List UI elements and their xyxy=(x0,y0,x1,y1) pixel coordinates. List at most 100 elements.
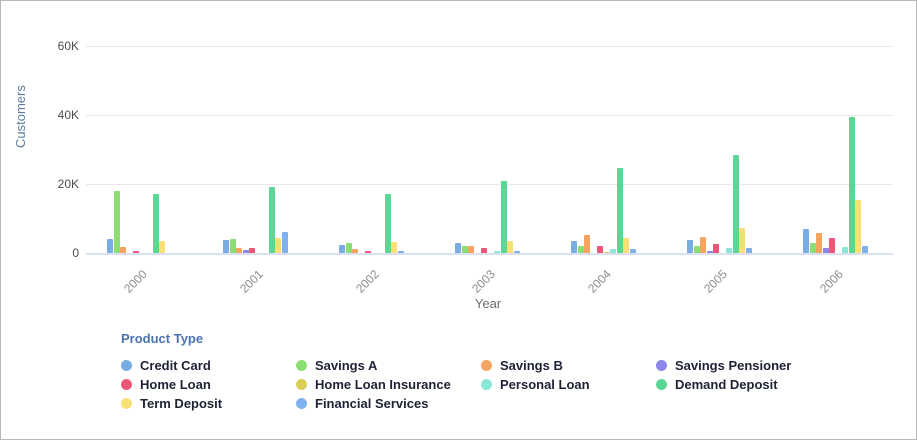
bar-savings-a-2001[interactable] xyxy=(229,238,236,253)
legend-swatch-icon xyxy=(656,379,667,390)
bar-credit-card-2005[interactable] xyxy=(687,239,693,253)
bar-financial-services-2006[interactable] xyxy=(861,245,868,253)
bar-financial-services-2003[interactable] xyxy=(513,250,520,253)
bar-demand-deposit-2006[interactable] xyxy=(848,116,855,253)
bar-personal-loan-2006[interactable] xyxy=(842,246,848,253)
y-tick-label: 0 xyxy=(72,246,79,260)
x-tick-label-2001: 2001 xyxy=(236,267,266,296)
y-tick-label: 20K xyxy=(57,177,79,191)
bar-term-deposit-2001[interactable] xyxy=(275,237,281,253)
bar-savings-b-2004[interactable] xyxy=(584,235,590,253)
bar-savings-b-2005[interactable] xyxy=(700,237,706,253)
bar-home-loan-2006[interactable] xyxy=(829,237,835,253)
bar-home-loan-2005[interactable] xyxy=(713,243,719,253)
gridline xyxy=(86,184,893,185)
bar-credit-card-2000[interactable] xyxy=(107,238,113,253)
bar-financial-services-2004[interactable] xyxy=(629,249,636,253)
x-tick-label-2003: 2003 xyxy=(468,267,498,296)
gridline xyxy=(86,46,893,47)
legend-item-label: Credit Card xyxy=(140,358,211,373)
y-tick-label: 60K xyxy=(57,39,79,53)
bar-chart-plot-area: Customers 60K 40K 20K 0 2000 2001 2002 2003 200… xyxy=(1,1,916,331)
legend-item-label: Savings B xyxy=(500,358,563,373)
legend: Product Type Credit Card Savings A Savings… xyxy=(121,331,901,413)
legend-item-financial-services[interactable]: Financial Services xyxy=(296,396,481,411)
bar-savings-pensioner-2005[interactable] xyxy=(706,251,713,253)
bar-term-deposit-2002[interactable] xyxy=(391,241,397,253)
bar-savings-b-2000[interactable] xyxy=(120,247,126,253)
bar-savings-a-2002[interactable] xyxy=(345,242,352,253)
x-tick-label-2006: 2006 xyxy=(816,267,846,296)
bar-term-deposit-2004[interactable] xyxy=(623,237,629,253)
legend-item-savings-b[interactable]: Savings B xyxy=(481,358,656,373)
legend-item-home-loan-insurance[interactable]: Home Loan Insurance xyxy=(296,377,481,392)
bar-financial-services-2005[interactable] xyxy=(745,248,752,253)
bar-home-loan-2003[interactable] xyxy=(481,247,487,253)
bar-savings-a-2005[interactable] xyxy=(693,246,700,253)
bar-term-deposit-2003[interactable] xyxy=(507,240,513,253)
bar-personal-loan-2003[interactable] xyxy=(494,250,500,253)
bar-home-loan-2001[interactable] xyxy=(249,247,255,253)
bar-savings-a-2004[interactable] xyxy=(577,246,584,253)
bar-demand-deposit-2001[interactable] xyxy=(268,187,275,253)
bar-home-loan-2004[interactable] xyxy=(597,246,603,253)
legend-item-label: Demand Deposit xyxy=(675,377,778,392)
legend-item-home-loan[interactable]: Home Loan xyxy=(121,377,296,392)
legend-item-label: Savings Pensioner xyxy=(675,358,792,373)
legend-swatch-icon xyxy=(296,360,307,371)
x-tick-label-2000: 2000 xyxy=(120,267,150,296)
bar-financial-services-2002[interactable] xyxy=(397,251,404,253)
bar-credit-card-2006[interactable] xyxy=(803,228,809,253)
bar-demand-deposit-2005[interactable] xyxy=(732,154,739,253)
legend-title: Product Type xyxy=(121,331,204,346)
bar-savings-a-2003[interactable] xyxy=(461,245,468,253)
x-axis-line xyxy=(86,253,893,255)
bar-demand-deposit-2004[interactable] xyxy=(616,168,623,253)
bar-demand-deposit-2003[interactable] xyxy=(500,180,507,253)
bar-savings-a-2006[interactable] xyxy=(809,242,816,253)
bar-term-deposit-2000[interactable] xyxy=(159,240,165,253)
bar-savings-pensioner-2001[interactable] xyxy=(242,249,249,253)
bar-term-deposit-2006[interactable] xyxy=(855,200,861,253)
bar-credit-card-2001[interactable] xyxy=(223,240,229,253)
bar-savings-b-2006[interactable] xyxy=(816,232,822,253)
bar-home-loan-2002[interactable] xyxy=(365,250,371,253)
x-tick-label-2002: 2002 xyxy=(352,267,382,296)
bar-credit-card-2004[interactable] xyxy=(571,240,577,253)
bar-demand-deposit-2000[interactable] xyxy=(152,194,159,253)
legend-swatch-icon xyxy=(121,379,132,390)
bar-savings-b-2002[interactable] xyxy=(352,248,358,253)
bar-term-deposit-2005[interactable] xyxy=(739,227,745,253)
bar-savings-b-2003[interactable] xyxy=(468,245,474,253)
legend-item-credit-card[interactable]: Credit Card xyxy=(121,358,296,373)
bar-home-loan-insurance-2004[interactable] xyxy=(603,251,610,253)
legend-swatch-icon xyxy=(296,379,307,390)
legend-item-savings-a[interactable]: Savings A xyxy=(296,358,481,373)
legend-item-label: Home Loan xyxy=(140,377,211,392)
legend-item-term-deposit[interactable]: Term Deposit xyxy=(121,396,296,411)
legend-swatch-icon xyxy=(481,379,492,390)
bar-savings-pensioner-2006[interactable] xyxy=(822,247,829,253)
bar-personal-loan-2004[interactable] xyxy=(610,249,616,253)
bar-financial-services-2001[interactable] xyxy=(281,232,288,253)
bar-personal-loan-2005[interactable] xyxy=(726,247,732,253)
x-tick-label-2004: 2004 xyxy=(584,267,614,296)
x-tick-label-2005: 2005 xyxy=(700,267,730,296)
legend-item-label: Financial Services xyxy=(315,396,429,411)
legend-item-label: Term Deposit xyxy=(140,396,223,411)
bar-credit-card-2003[interactable] xyxy=(455,242,461,253)
y-tick-label: 40K xyxy=(57,108,79,122)
bar-home-loan-2000[interactable] xyxy=(133,251,139,253)
bar-credit-card-2002[interactable] xyxy=(339,245,345,253)
legend-item-personal-loan[interactable]: Personal Loan xyxy=(481,377,656,392)
legend-item-demand-deposit[interactable]: Demand Deposit xyxy=(656,377,866,392)
x-axis-title: Year xyxy=(474,296,502,311)
bar-demand-deposit-2002[interactable] xyxy=(384,194,391,253)
legend-item-label: Personal Loan xyxy=(500,377,590,392)
legend-swatch-icon xyxy=(121,360,132,371)
legend-item-savings-pensioner[interactable]: Savings Pensioner xyxy=(656,358,866,373)
legend-swatch-icon xyxy=(656,360,667,371)
gridline xyxy=(86,115,893,116)
bar-savings-a-2000[interactable] xyxy=(113,190,120,253)
bar-savings-b-2001[interactable] xyxy=(236,247,242,253)
